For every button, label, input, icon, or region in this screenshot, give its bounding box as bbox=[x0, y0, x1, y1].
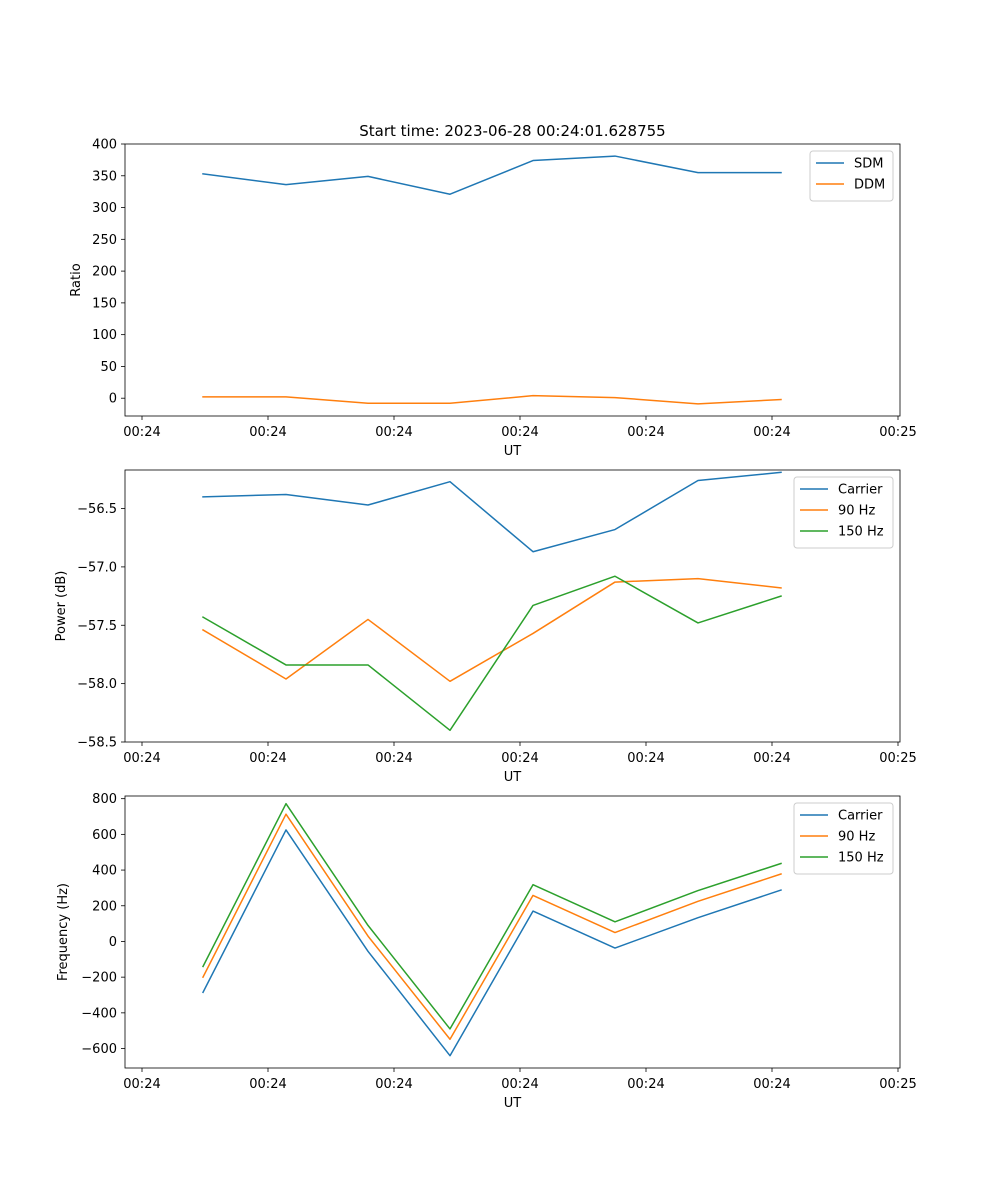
chart-frequency-x-tick-label: 00:24 bbox=[375, 1077, 412, 1092]
chart-frequency-x-tick-label: 00:24 bbox=[123, 1077, 160, 1092]
chart-ratio-legend: SDM DDM bbox=[809, 150, 894, 202]
chart-power-legend: Carrier 90 Hz 150 Hz bbox=[793, 476, 894, 549]
chart-power-x-tick-label: 00:24 bbox=[249, 751, 286, 766]
chart-panel-power: 00:24 00:24 00:24 00:24 00:24 00:24 00:25 −58.5… bbox=[54, 469, 917, 785]
chart-ratio-series-sdm-line bbox=[202, 155, 782, 195]
chart-frequency-axes-frame bbox=[124, 795, 901, 1069]
chart-ratio-x-tick-label: 00:24 bbox=[627, 425, 664, 440]
chart-power-series-carrier-line bbox=[202, 471, 782, 553]
chart-frequency-legend-label-carrier: Carrier bbox=[838, 809, 883, 824]
chart-ratio-axes-frame bbox=[124, 143, 901, 417]
chart-ratio-y-tick-label: 150 bbox=[92, 296, 117, 311]
chart-ratio-series-ddm-line bbox=[202, 394, 782, 405]
chart-power-x-axis-label: UT bbox=[504, 770, 522, 785]
chart-ratio-x-tick-label: 00:24 bbox=[123, 425, 160, 440]
chart-frequency-y-tick-label: −600 bbox=[81, 1042, 117, 1057]
chart-ratio-x-tick-label: 00:24 bbox=[249, 425, 286, 440]
chart-panel-frequency: 00:24 00:24 00:24 00:24 00:24 00:24 00:25 −600 −… bbox=[56, 792, 917, 1111]
chart-power-x-tick-label: 00:24 bbox=[123, 751, 160, 766]
chart-power-x-tick-label: 00:24 bbox=[753, 751, 790, 766]
chart-ratio-legend-label-ddm: DDM bbox=[854, 178, 885, 193]
chart-ratio-y-tick-label: 50 bbox=[100, 360, 117, 375]
chart-power-x-tick-label: 00:24 bbox=[501, 751, 538, 766]
chart-power-x-tick-label: 00:24 bbox=[375, 751, 412, 766]
chart-power-y-tick-label: −56.5 bbox=[77, 502, 117, 517]
chart-frequency-y-tick-label: 200 bbox=[92, 899, 117, 914]
chart-frequency-legend-label-90-hz: 90 Hz bbox=[838, 830, 875, 845]
chart-frequency-y-tick-label: 600 bbox=[92, 828, 117, 843]
chart-power-series-group bbox=[201, 471, 782, 732]
chart-frequency-legend-label-150-hz: 150 Hz bbox=[838, 851, 884, 866]
chart-frequency-y-tick-label: 800 bbox=[92, 792, 117, 807]
chart-power-y-tick-label: −57.5 bbox=[77, 619, 117, 634]
chart-power-x-tick-label: 00:25 bbox=[879, 751, 916, 766]
chart-ratio-x-tick-label: 00:24 bbox=[375, 425, 412, 440]
chart-power-series-90-hz-line bbox=[201, 577, 782, 683]
chart-power-y-axis-label: Power (dB) bbox=[54, 571, 69, 642]
chart-ratio-x-tick-label: 00:24 bbox=[753, 425, 790, 440]
figure-title: Start time: 2023-06-28 00:24:01.628755 bbox=[359, 122, 665, 140]
chart-ratio-legend-label-sdm: SDM bbox=[854, 157, 883, 172]
chart-ratio-y-tick-label: 100 bbox=[92, 328, 117, 343]
chart-ratio-y-tick-label: 350 bbox=[92, 169, 117, 184]
chart-ratio-x-tick-label: 00:24 bbox=[501, 425, 538, 440]
chart-power-legend-label-150-hz: 150 Hz bbox=[838, 525, 884, 540]
chart-ratio-y-tick-label: 200 bbox=[92, 265, 117, 280]
chart-frequency-y-tick-label: 0 bbox=[109, 935, 117, 950]
chart-power-y-tick-label: −58.5 bbox=[77, 736, 117, 751]
chart-panel-ratio: 00:24 00:24 00:24 00:24 00:24 00:24 00:25 0 50 10… bbox=[69, 138, 917, 460]
chart-frequency-series-carrier-line bbox=[201, 829, 782, 1057]
chart-ratio-y-tick-label: 250 bbox=[92, 233, 117, 248]
chart-power-y-tick-label: −58.0 bbox=[77, 677, 117, 692]
chart-frequency-series-group bbox=[201, 802, 782, 1057]
chart-frequency-legend: Carrier 90 Hz 150 Hz bbox=[793, 802, 894, 875]
chart-ratio-x-tick-label: 00:25 bbox=[879, 425, 916, 440]
chart-ratio-series-group bbox=[202, 155, 782, 405]
chart-ratio-y-tick-label: 400 bbox=[92, 138, 117, 153]
chart-ratio-y-tick-label: 0 bbox=[109, 392, 117, 407]
chart-frequency-x-tick-label: 00:24 bbox=[627, 1077, 664, 1092]
chart-power-series-150-hz-line bbox=[201, 575, 782, 732]
chart-frequency-x-tick-label: 00:24 bbox=[501, 1077, 538, 1092]
chart-ratio-x-axis-label: UT bbox=[504, 444, 522, 459]
chart-frequency-series-90-hz-line bbox=[201, 813, 782, 1041]
chart-frequency-y-axis-label: Frequency (Hz) bbox=[56, 883, 71, 981]
chart-frequency-x-tick-label: 00:25 bbox=[879, 1077, 916, 1092]
chart-power-legend-label-carrier: Carrier bbox=[838, 483, 883, 498]
chart-ratio-y-tick-label: 300 bbox=[92, 201, 117, 216]
chart-frequency-x-tick-label: 00:24 bbox=[753, 1077, 790, 1092]
chart-power-axes-frame bbox=[124, 469, 901, 743]
chart-power-x-tick-label: 00:24 bbox=[627, 751, 664, 766]
chart-power-y-tick-label: −57.0 bbox=[77, 560, 117, 575]
chart-frequency-series-150-hz-line bbox=[201, 802, 782, 1030]
chart-frequency-x-tick-label: 00:24 bbox=[249, 1077, 286, 1092]
chart-ratio-y-axis-label: Ratio bbox=[69, 263, 84, 296]
chart-power-legend-label-90-hz: 90 Hz bbox=[838, 504, 875, 519]
chart-frequency-x-axis-label: UT bbox=[504, 1096, 522, 1111]
chart-frequency-y-tick-label: −400 bbox=[81, 1006, 117, 1021]
chart-frequency-y-tick-label: −200 bbox=[81, 971, 117, 986]
chart-frequency-y-tick-label: 400 bbox=[92, 864, 117, 879]
